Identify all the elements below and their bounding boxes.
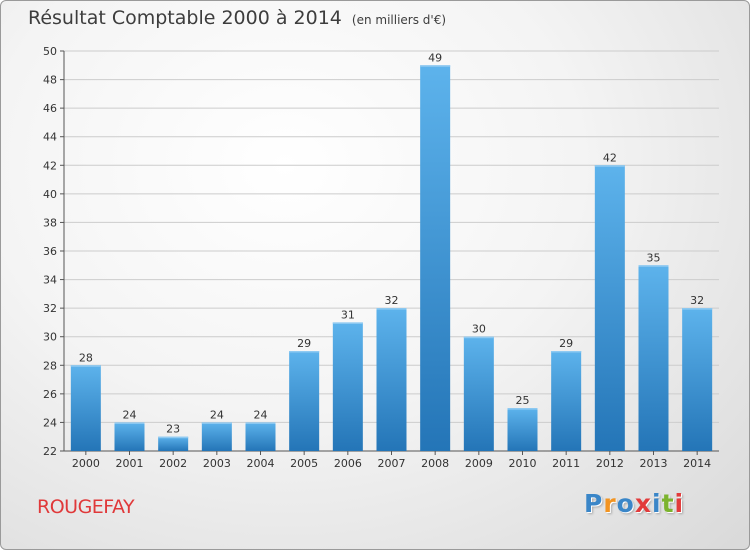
y-tick-label: 48 [43, 74, 57, 87]
x-tick-label: 2009 [465, 457, 493, 470]
logo-letter: P [584, 489, 604, 518]
bar [158, 436, 189, 451]
chart-title: Résultat Comptable 2000 à 2014 [28, 7, 342, 29]
bar [245, 422, 276, 451]
y-tick-label: 36 [43, 245, 57, 258]
y-tick-label: 32 [43, 302, 57, 315]
y-tick-label: 30 [43, 331, 57, 344]
bar [420, 65, 451, 452]
data-label: 23 [166, 423, 180, 436]
data-label: 24 [210, 408, 224, 421]
data-label: 29 [297, 337, 311, 350]
x-tick-label: 2003 [203, 457, 231, 470]
logo-letter: t [661, 489, 675, 518]
logo-letter: o [616, 489, 635, 518]
x-tick-label: 2010 [509, 457, 537, 470]
bar [638, 265, 669, 451]
x-tick-label: 2000 [72, 457, 100, 470]
bar [332, 322, 363, 451]
data-label: 42 [603, 151, 617, 164]
bar [114, 422, 145, 451]
bar [463, 336, 494, 451]
bar-highlight [463, 336, 494, 339]
y-tick-label: 46 [43, 102, 57, 115]
y-tick-label: 28 [43, 359, 57, 372]
x-tick-label: 2013 [640, 457, 668, 470]
y-tick-label: 24 [43, 416, 57, 429]
bar-highlight [420, 65, 451, 67]
data-label: 24 [123, 408, 137, 421]
bar [594, 165, 625, 452]
x-tick-label: 2008 [421, 457, 449, 470]
x-tick-label: 2007 [378, 457, 406, 470]
commune-name: ROUGEFAY [37, 496, 135, 518]
bar [70, 365, 101, 451]
data-label: 31 [341, 308, 355, 321]
x-tick-label: 2001 [116, 457, 144, 470]
data-label: 32 [385, 294, 399, 307]
bar-highlight [201, 422, 232, 424]
y-tick-label: 44 [43, 131, 57, 144]
bar-highlight [551, 351, 582, 353]
data-label: 24 [254, 408, 268, 421]
data-label: 28 [79, 351, 93, 364]
bar [376, 308, 407, 451]
bar-highlight [70, 365, 101, 367]
data-label: 32 [690, 294, 704, 307]
data-label: 35 [647, 251, 661, 264]
data-label: 49 [428, 51, 442, 64]
bar-highlight [245, 422, 276, 424]
x-tick-label: 2011 [552, 457, 580, 470]
y-tick-label: 50 [43, 45, 57, 58]
y-tick-label: 38 [43, 216, 57, 229]
x-tick-label: 2005 [290, 457, 318, 470]
y-tick-label: 34 [43, 274, 57, 287]
x-tick-label: 2004 [247, 457, 275, 470]
logo-letter: r [603, 489, 617, 518]
bar-highlight [376, 308, 407, 310]
bar-highlight [594, 165, 625, 167]
bar-highlight [638, 265, 669, 267]
bar-highlight [114, 422, 145, 424]
logo-letter: x [634, 489, 652, 518]
logo-letter: i [652, 489, 662, 518]
bar-highlight [289, 351, 320, 353]
bar [201, 422, 232, 451]
y-tick-label: 42 [43, 159, 57, 172]
proxiti-logo[interactable]: Proxiti [584, 489, 684, 518]
x-tick-label: 2012 [596, 457, 624, 470]
y-tick-label: 22 [43, 445, 57, 458]
title-row: Résultat Comptable 2000 à 2014 (en millie… [28, 7, 446, 29]
bar [551, 351, 582, 451]
x-tick-label: 2014 [683, 457, 711, 470]
bar [507, 408, 538, 451]
y-tick-label: 26 [43, 388, 57, 401]
bar-highlight [158, 436, 189, 439]
bar [682, 308, 713, 451]
logo-letter: i [674, 489, 685, 518]
chart-subtitle: (en milliers d'€) [351, 13, 447, 27]
x-tick-label: 2002 [159, 457, 187, 470]
data-label: 30 [472, 323, 486, 336]
bar-highlight [682, 308, 713, 310]
x-tick-label: 2006 [334, 457, 362, 470]
bar-highlight [507, 408, 538, 410]
y-tick-label: 40 [43, 188, 57, 201]
data-label: 29 [559, 337, 573, 350]
data-label: 25 [516, 394, 530, 407]
bar [289, 351, 320, 451]
bar-highlight [332, 322, 363, 324]
